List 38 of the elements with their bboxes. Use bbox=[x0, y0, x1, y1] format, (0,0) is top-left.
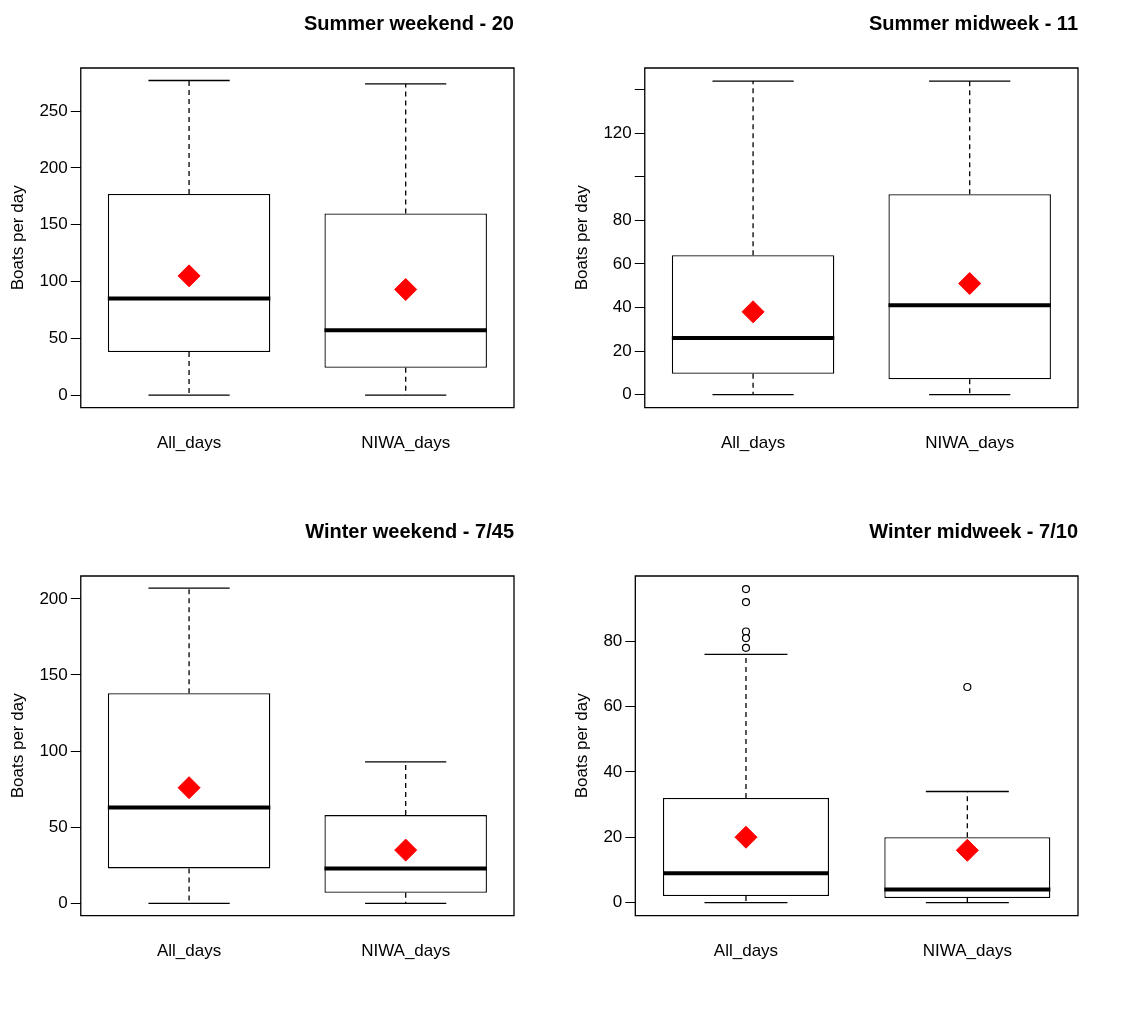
chart-title: Winter weekend - 7/45 bbox=[305, 519, 514, 542]
y-axis-title: Boats per day bbox=[571, 184, 591, 291]
y-tick-label: 0 bbox=[58, 384, 68, 404]
y-tick-label: 80 bbox=[603, 631, 623, 650]
y-tick-label: 200 bbox=[39, 157, 68, 177]
y-tick-label: 40 bbox=[603, 761, 623, 781]
y-tick-label: 20 bbox=[603, 826, 623, 846]
x-tick-label: All_days bbox=[713, 941, 779, 961]
x-tick-label: NIWA_days bbox=[361, 941, 451, 961]
y-tick-label: 120 bbox=[603, 123, 632, 142]
y-tick-label: 20 bbox=[612, 340, 632, 360]
y-tick-label: 0 bbox=[612, 892, 623, 912]
y-tick-label: 60 bbox=[612, 253, 632, 273]
y-tick-label: 80 bbox=[612, 210, 632, 230]
x-tick-label: All_days bbox=[156, 433, 222, 453]
y-axis-title: Boats per day bbox=[571, 692, 591, 799]
y-tick-label: 200 bbox=[39, 588, 68, 608]
y-tick-label: 60 bbox=[603, 696, 623, 716]
chart-title: Winter midweek - 7/10 bbox=[869, 519, 1078, 542]
chart-title: Summer midweek - 11 bbox=[869, 11, 1078, 34]
y-tick-label: 40 bbox=[612, 297, 632, 317]
chart-title: Summer weekend - 20 bbox=[303, 11, 514, 34]
y-tick-label: 250 bbox=[39, 100, 68, 120]
x-tick-label: All_days bbox=[156, 941, 222, 961]
y-tick-label: 150 bbox=[39, 664, 68, 684]
x-tick-label: All_days bbox=[720, 433, 786, 453]
y-tick-label: 100 bbox=[39, 740, 68, 760]
y-tick-label: 0 bbox=[622, 384, 632, 404]
x-tick-label: NIWA_days bbox=[925, 433, 1015, 453]
x-tick-label: NIWA_days bbox=[361, 433, 451, 453]
y-tick-label: 50 bbox=[48, 816, 68, 836]
x-tick-label: NIWA_days bbox=[922, 941, 1012, 961]
y-axis-title: Boats per day bbox=[7, 184, 27, 291]
y-tick-label: 50 bbox=[48, 328, 68, 347]
y-tick-label: 150 bbox=[39, 214, 68, 234]
y-tick-label: 100 bbox=[39, 271, 68, 291]
y-tick-label: 0 bbox=[58, 893, 68, 913]
y-axis-title: Boats per day bbox=[7, 692, 27, 799]
